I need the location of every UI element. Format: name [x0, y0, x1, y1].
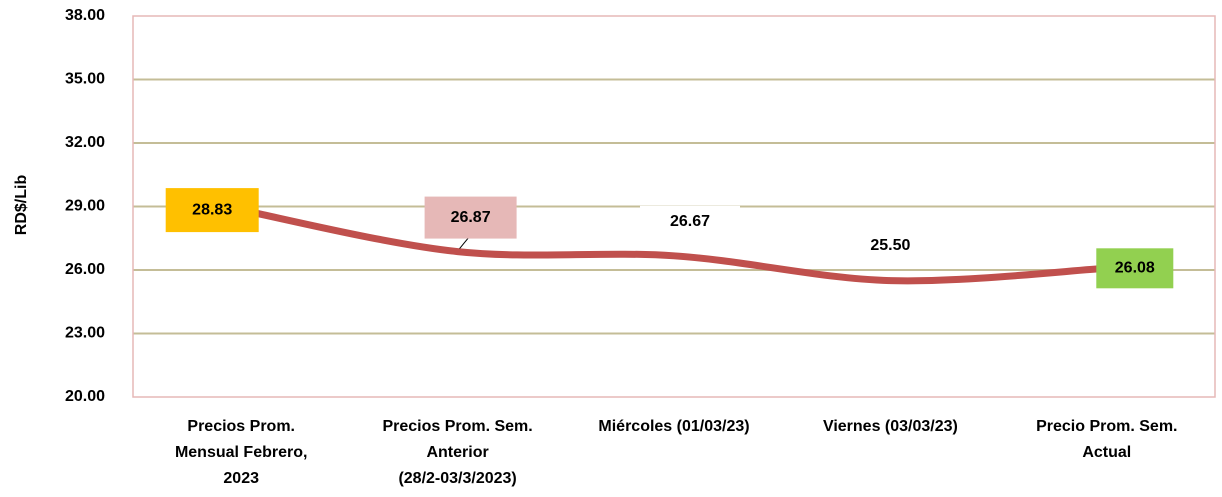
plot-border [132, 15, 1216, 398]
data-label: 26.08 [1115, 260, 1155, 277]
x-tick-label: Viernes (03/03/23) [823, 418, 958, 435]
x-tick-label: (28/2-03/3/2023) [398, 470, 516, 487]
x-tick-label: Actual [1082, 444, 1131, 461]
x-tick-label: Miércoles (01/03/23) [598, 418, 749, 435]
y-tick-label: 20.00 [65, 388, 105, 405]
label-box [165, 188, 259, 233]
y-tick-label: 26.00 [65, 261, 105, 278]
data-label: 25.50 [870, 237, 910, 254]
x-tick-label: Anterior [426, 444, 488, 461]
label-box [1096, 248, 1174, 289]
leader-line [459, 237, 469, 249]
x-tick-label: Mensual Febrero, [175, 444, 307, 461]
data-label: 26.87 [451, 209, 491, 226]
x-tick-label: 2023 [223, 470, 259, 487]
y-tick-label: 29.00 [65, 198, 105, 215]
label-box [424, 196, 517, 239]
x-tick-label: Precios Prom. [187, 418, 295, 435]
y-axis-label: RD$/Lib [13, 175, 30, 236]
line [237, 206, 1111, 285]
x-tick-label: Precio Prom. Sem. [1036, 418, 1177, 435]
data-label: 28.83 [192, 201, 232, 218]
y-tick-label: 35.00 [65, 71, 105, 88]
data-label: 26.67 [670, 213, 710, 230]
y-tick-label: 23.00 [65, 325, 105, 342]
y-tick-label: 32.00 [65, 134, 105, 151]
x-tick-label: Precios Prom. Sem. [382, 418, 532, 435]
label-box [640, 205, 740, 238]
y-tick-label: 38.00 [65, 7, 105, 24]
label-box [855, 230, 926, 261]
